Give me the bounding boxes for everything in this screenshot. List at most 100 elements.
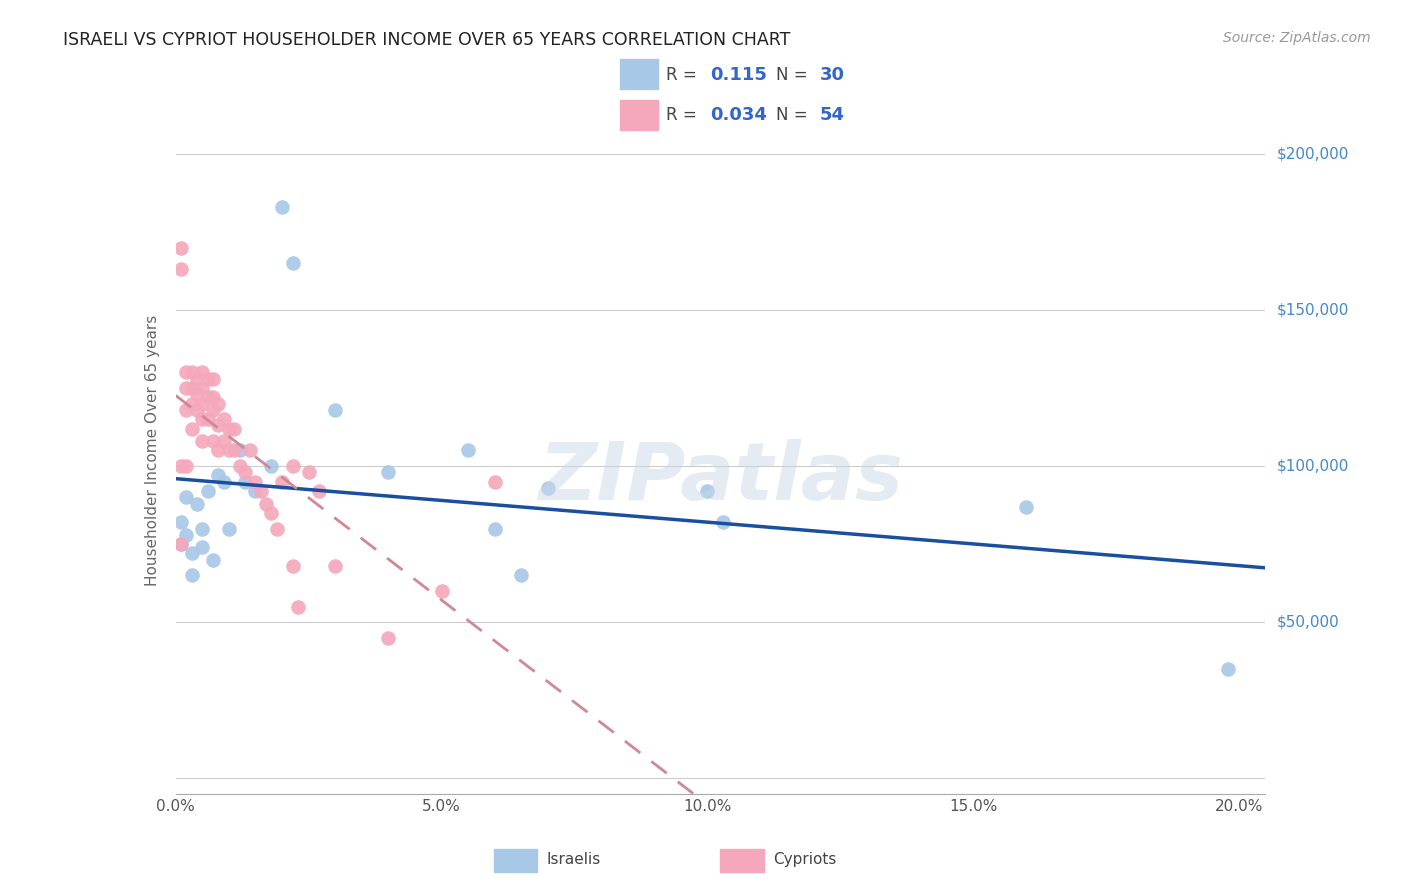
Text: $50,000: $50,000 [1277,615,1340,630]
Point [201,391,224,405]
Point [207,418,229,433]
Point [484,521,506,535]
Text: ZIPatlas: ZIPatlas [538,439,903,517]
Text: 0.115: 0.115 [710,66,768,84]
Bar [720,849,763,871]
Point [180,366,202,380]
Text: $200,000: $200,000 [1277,146,1348,161]
Point [197,391,219,405]
Point [180,546,202,561]
Point [176,528,198,542]
Point [228,458,250,473]
Text: 30: 30 [820,66,845,84]
Point [191,412,214,426]
Text: N =: N = [776,66,813,84]
Point [298,466,321,480]
Point [197,483,219,498]
Point [377,631,399,645]
Point [271,200,294,214]
Text: ISRAELI VS CYPRIOT HOUSEHOLDER INCOME OVER 65 YEARS CORRELATION CHART: ISRAELI VS CYPRIOT HOUSEHOLDER INCOME OV… [63,31,790,49]
Point [191,396,214,410]
Point [170,262,193,277]
Point [176,490,198,504]
Point [191,540,214,554]
Text: Source: ZipAtlas.com: Source: ZipAtlas.com [1223,31,1371,45]
Text: Israelis: Israelis [546,853,600,867]
Point [197,371,219,385]
Point [186,496,208,510]
Point [180,396,202,410]
Point [260,458,283,473]
Point [170,537,193,551]
Point [180,422,202,436]
Text: 0.034: 0.034 [710,106,768,124]
Point [170,458,193,473]
Point [287,599,309,614]
Point [323,403,346,417]
Point [201,434,224,448]
Point [212,412,235,426]
Point [1015,500,1038,514]
Point [186,387,208,401]
Point [176,458,198,473]
Point [281,558,304,574]
Point [201,371,224,385]
Point [207,396,229,410]
Point [1218,662,1240,676]
Text: $150,000: $150,000 [1277,302,1348,318]
Point [186,371,208,385]
Text: Cypriots: Cypriots [773,853,837,867]
Point [212,475,235,489]
Text: R =: R = [666,106,703,124]
Point [249,483,271,498]
Point [233,466,256,480]
Point [201,552,224,567]
Point [201,403,224,417]
Bar [620,100,658,130]
Point [191,434,214,448]
Point [191,381,214,395]
Point [484,475,506,489]
Point [207,443,229,458]
Y-axis label: Householder Income Over 65 years: Householder Income Over 65 years [145,315,160,586]
Point [224,443,246,458]
Point [510,568,533,582]
Point [176,381,198,395]
Point [233,475,256,489]
Point [281,256,304,270]
Point [180,381,202,395]
Bar [620,60,658,89]
Point [245,483,267,498]
Point [377,466,399,480]
Point [696,483,718,498]
Text: N =: N = [776,106,813,124]
Point [239,443,262,458]
Point [228,443,250,458]
Point [218,443,240,458]
Point [191,366,214,380]
Point [212,434,235,448]
Point [197,412,219,426]
Point [176,366,198,380]
Point [260,506,283,520]
Point [457,443,479,458]
Text: 54: 54 [820,106,845,124]
Point [186,403,208,417]
Text: R =: R = [666,66,703,84]
Point [218,521,240,535]
Point [245,475,267,489]
Point [218,422,240,436]
Point [254,496,277,510]
Point [271,475,294,489]
Text: $100,000: $100,000 [1277,458,1348,474]
Point [430,583,453,598]
Point [537,481,560,495]
Point [281,458,304,473]
Point [176,403,198,417]
Point [308,483,330,498]
Bar [494,849,537,871]
Point [191,521,214,535]
Point [170,515,193,529]
Point [170,537,193,551]
Point [266,521,288,535]
